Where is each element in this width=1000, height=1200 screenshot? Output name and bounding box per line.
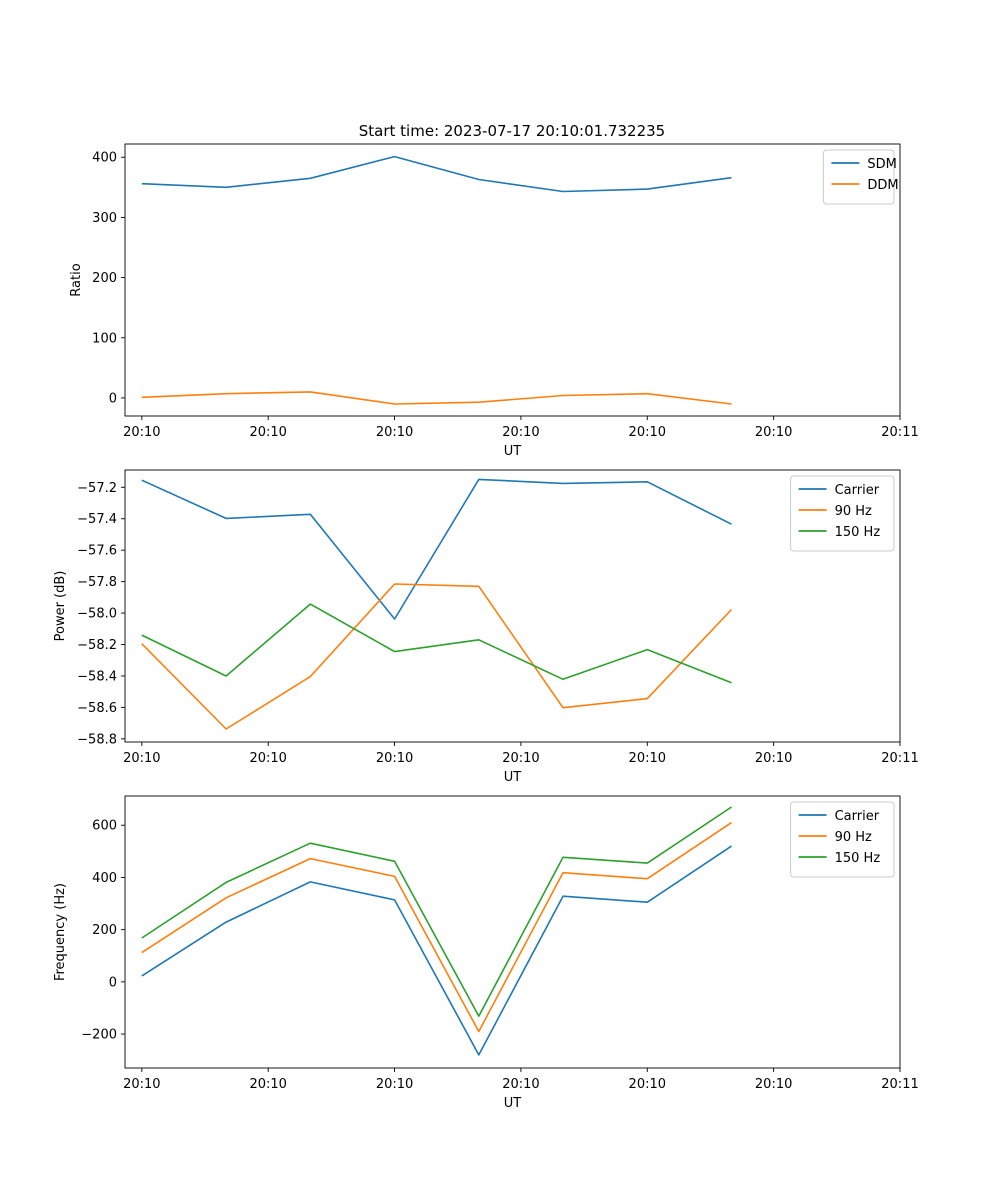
- y-tick-label: 200: [92, 271, 117, 286]
- y-tick-label: −57.4: [77, 512, 117, 527]
- x-tick-label: 20:10: [755, 751, 792, 766]
- legend-label: Carrier: [835, 483, 880, 498]
- y-tick-label: −200: [81, 1028, 117, 1043]
- axes-frame: [124, 143, 901, 417]
- y-tick-label: 300: [92, 211, 117, 226]
- x-tick-label: 20:10: [249, 751, 286, 766]
- x-tick-label: 20:10: [123, 1077, 160, 1092]
- x-tick-label: 20:10: [249, 1077, 286, 1092]
- y-tick-label: 0: [109, 391, 117, 406]
- legend-label: DDM: [867, 178, 898, 193]
- y-tick-label: −57.2: [77, 481, 117, 496]
- legend-label: 150 Hz: [835, 851, 881, 866]
- y-axis-label: Power (dB): [53, 571, 68, 642]
- series-line-carrier: [141, 845, 732, 1056]
- figure-title: Start time: 2023-07-17 20:10:01.732235: [359, 122, 665, 140]
- chart-panel-2: 20:10 20:10 20:10 20:10 20:10 20:10 20:11 −58.8…: [53, 469, 919, 785]
- y-tick-label: −57.6: [77, 544, 117, 559]
- y-tick-label: 400: [92, 871, 117, 886]
- axes-frame: [124, 469, 901, 743]
- x-axis-label: UT: [504, 444, 522, 459]
- x-tick-label: 20:10: [376, 751, 413, 766]
- x-tick-label: 20:10: [629, 1077, 666, 1092]
- y-tick-label: −58.0: [77, 607, 117, 622]
- y-tick-label: 400: [92, 151, 117, 166]
- legend-label: 90 Hz: [835, 830, 872, 845]
- x-tick-label: 20:10: [376, 425, 413, 440]
- y-tick-label: −58.2: [77, 638, 117, 653]
- axes-frame: [124, 795, 901, 1069]
- legend-box: [790, 475, 895, 552]
- legend: Carrier 90 Hz 150 Hz: [790, 475, 895, 552]
- series-line-carrier: [141, 478, 732, 620]
- x-tick-label: 20:10: [755, 425, 792, 440]
- x-tick-label: 20:10: [629, 425, 666, 440]
- y-tick-label: 0: [109, 975, 117, 990]
- series-line-ddm: [141, 391, 732, 405]
- legend-box: [790, 801, 895, 878]
- y-tick-label: 100: [92, 331, 117, 346]
- series-line-150-hz: [141, 603, 732, 684]
- y-axis-label: Frequency (Hz): [53, 883, 68, 981]
- series-line-sdm: [141, 155, 732, 193]
- y-axis-label: Ratio: [69, 263, 84, 296]
- y-tick-label: −58.8: [77, 732, 117, 747]
- x-tick-label: 20:10: [376, 1077, 413, 1092]
- y-tick-label: 200: [92, 923, 117, 938]
- x-tick-label: 20:10: [755, 1077, 792, 1092]
- y-tick-label: 600: [92, 819, 117, 834]
- chart-panel-1: 20:10 20:10 20:10 20:10 20:10 20:10 20:11 0 100 2…: [69, 143, 919, 459]
- x-tick-label: 20:10: [629, 751, 666, 766]
- legend-label: Carrier: [835, 809, 880, 824]
- legend: SDM DDM: [822, 149, 899, 205]
- series-line-90-hz: [141, 821, 732, 1033]
- x-tick-label: 20:10: [502, 1077, 539, 1092]
- x-axis-label: UT: [504, 1096, 522, 1111]
- legend-label: 90 Hz: [835, 504, 872, 519]
- x-tick-label: 20:10: [249, 425, 286, 440]
- x-tick-label: 20:10: [123, 751, 160, 766]
- x-tick-label: 20:10: [123, 425, 160, 440]
- y-tick-label: −58.6: [77, 701, 117, 716]
- legend-label: 150 Hz: [835, 525, 881, 540]
- legend-label: SDM: [867, 157, 896, 172]
- x-tick-label: 20:10: [502, 751, 539, 766]
- y-tick-label: −58.4: [77, 669, 117, 684]
- x-tick-label: 20:11: [881, 751, 918, 766]
- x-tick-label: 20:11: [881, 1077, 918, 1092]
- series-line-90-hz: [141, 583, 733, 730]
- x-tick-label: 20:11: [881, 425, 918, 440]
- chart-panel-3: 20:10 20:10 20:10 20:10 20:10 20:10 20:11 −200 0…: [53, 795, 919, 1111]
- x-tick-label: 20:10: [502, 425, 539, 440]
- x-axis-label: UT: [504, 770, 522, 785]
- legend: Carrier 90 Hz 150 Hz: [790, 801, 895, 878]
- series-line-150-hz: [141, 806, 732, 1017]
- y-tick-label: −57.8: [77, 575, 117, 590]
